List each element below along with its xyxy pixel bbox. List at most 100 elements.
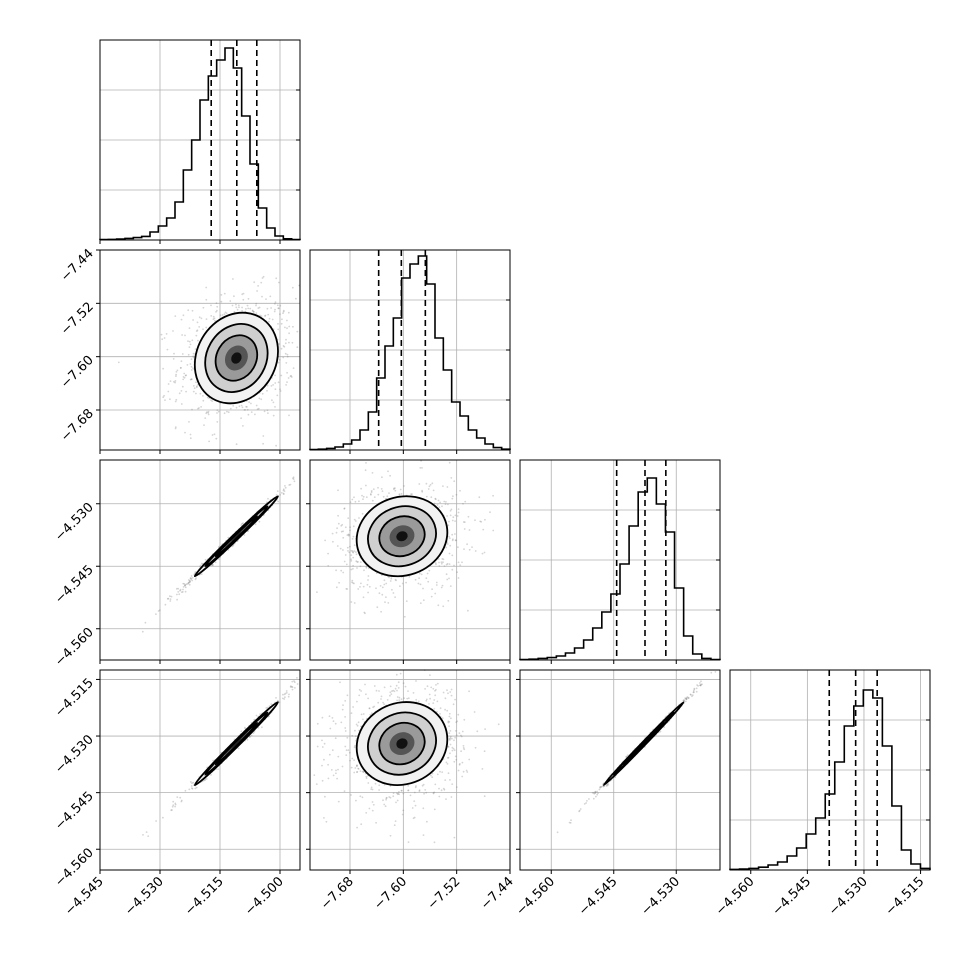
sample-point [205, 318, 208, 320]
sample-point [260, 315, 263, 317]
sample-point [286, 319, 288, 322]
sample-point [172, 330, 174, 332]
y-tick-label: −7.60 [58, 353, 97, 392]
sample-point [296, 683, 299, 685]
sample-point [349, 501, 352, 504]
sample-point [284, 352, 287, 355]
sample-point [432, 489, 435, 492]
sample-point [266, 706, 269, 709]
sample-point [241, 522, 243, 525]
sample-point [346, 736, 349, 739]
sample-point [288, 332, 290, 335]
sample-point [437, 604, 440, 607]
sample-point [439, 770, 441, 773]
sample-point [353, 550, 356, 552]
sample-point [375, 821, 377, 824]
sample-point [328, 715, 331, 718]
sample-point [415, 698, 418, 701]
sample-point [293, 480, 296, 483]
sample-point [383, 703, 385, 706]
sample-point [141, 630, 144, 633]
sample-point [257, 285, 259, 287]
sample-point [481, 552, 484, 555]
sample-point [204, 779, 206, 782]
sample-point [382, 495, 385, 498]
sample-point [457, 508, 460, 510]
sample-point [285, 338, 287, 341]
sample-point [480, 520, 483, 523]
sample-point [277, 307, 280, 310]
sample-point [388, 492, 390, 494]
sample-point [248, 736, 251, 738]
sample-point [277, 361, 280, 364]
sample-point [393, 824, 396, 827]
sample-point [340, 569, 343, 572]
sample-point [598, 788, 601, 791]
sample-point [194, 571, 197, 573]
sample-point [278, 281, 280, 284]
sample-point [459, 489, 461, 492]
sample-point [393, 487, 395, 490]
sample-point [350, 549, 353, 552]
sample-point [446, 486, 449, 488]
sample-point [417, 582, 420, 585]
density-level-4 [231, 738, 242, 749]
sample-point [162, 367, 165, 370]
sample-point [691, 694, 694, 696]
sample-point [455, 493, 458, 496]
sample-point [455, 758, 458, 761]
sample-point [403, 485, 405, 487]
sample-point [231, 304, 234, 307]
contour-line-2 [214, 515, 259, 558]
sample-point [407, 784, 409, 787]
axes-frame [99, 669, 301, 871]
sample-point [389, 685, 392, 688]
sample-point [240, 404, 243, 407]
sample-point [279, 390, 282, 392]
sample-point [451, 783, 454, 785]
sample-point [182, 586, 185, 588]
sample-point [182, 582, 185, 585]
sample-point [353, 582, 355, 585]
sample-point [455, 786, 458, 788]
sample-point [383, 579, 386, 582]
sample-point [345, 588, 348, 590]
sample-point [339, 681, 341, 684]
sample-point [476, 730, 479, 733]
sample-point [237, 747, 240, 750]
sample-point [224, 311, 227, 314]
sample-point [277, 323, 279, 325]
sample-point [216, 409, 219, 411]
sample-point [286, 353, 289, 356]
sample-point [394, 487, 396, 489]
sample-point [710, 671, 713, 674]
sample-point [167, 383, 170, 385]
sample-point [422, 834, 425, 836]
x-tick-label: −4.545 [770, 874, 815, 919]
sample-point [364, 469, 367, 472]
sample-point [214, 319, 216, 322]
sample-point [451, 568, 454, 571]
sample-point [396, 689, 398, 692]
sample-point [279, 313, 281, 316]
sample-point [356, 561, 359, 563]
sample-point [684, 700, 687, 703]
sample-point [406, 697, 409, 700]
sample-point [471, 546, 473, 548]
sample-point [356, 826, 358, 829]
sample-point [181, 353, 184, 355]
sample-point [188, 581, 190, 584]
sample-point [447, 524, 450, 527]
sample-point [454, 755, 457, 758]
sample-point [236, 308, 239, 311]
sample-point [356, 771, 359, 773]
x-tick-label: −4.545 [576, 874, 621, 919]
sample-point [190, 365, 193, 368]
density-level-4 [231, 352, 242, 364]
sample-point [173, 380, 175, 383]
sample-point [448, 563, 451, 565]
sample-point [398, 791, 400, 793]
sample-point [208, 397, 211, 400]
sample-point [200, 317, 203, 320]
sample-point [400, 789, 403, 792]
